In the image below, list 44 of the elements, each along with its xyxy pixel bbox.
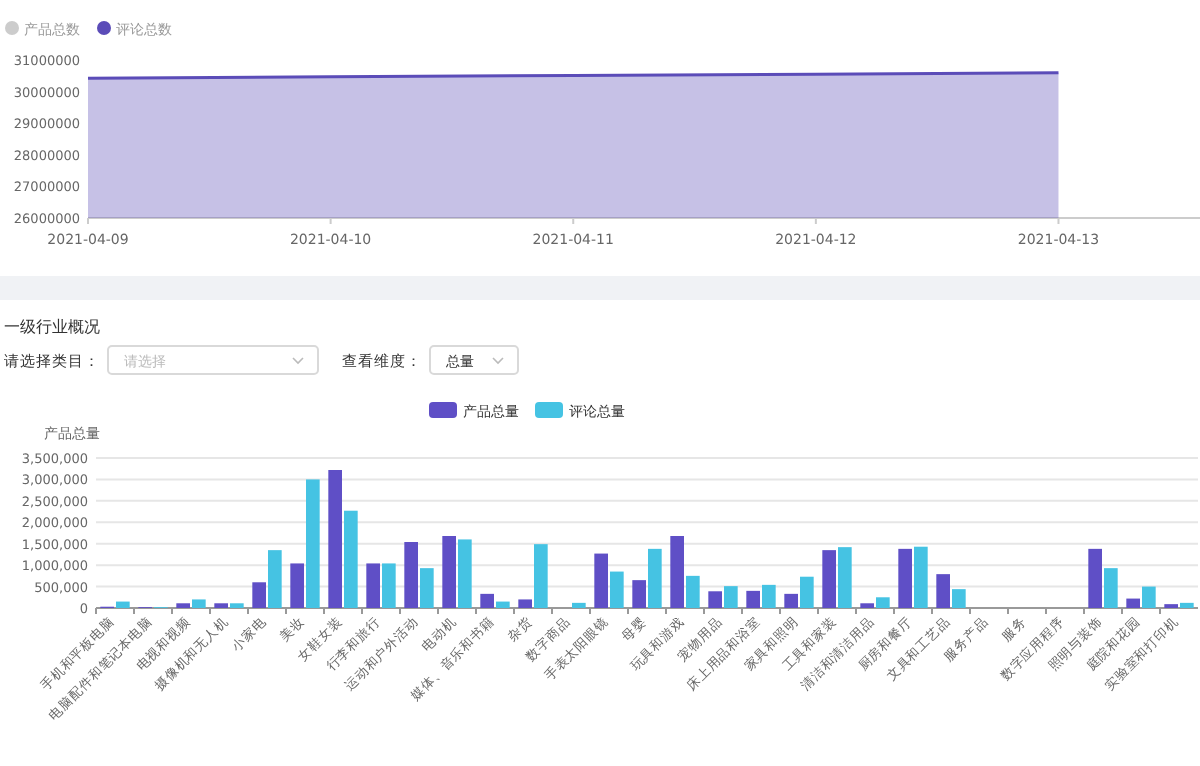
bar xyxy=(1142,586,1156,608)
bar xyxy=(632,580,646,608)
bar xyxy=(670,536,684,608)
bar xyxy=(480,593,494,608)
bar xyxy=(784,593,798,608)
bar xyxy=(648,548,662,608)
chart-title: 一级行业概况 xyxy=(4,318,100,336)
bar xyxy=(518,599,532,608)
bar xyxy=(442,536,456,608)
bar xyxy=(724,586,738,608)
bar xyxy=(572,602,586,608)
bar xyxy=(838,547,852,608)
bar xyxy=(762,584,776,608)
bar xyxy=(306,479,320,608)
bar xyxy=(1088,548,1102,608)
bar xyxy=(1126,598,1140,608)
bar xyxy=(800,576,814,608)
bar xyxy=(458,539,472,608)
bar xyxy=(610,571,624,608)
bar xyxy=(686,575,700,608)
bar xyxy=(404,542,418,608)
bar xyxy=(192,599,206,608)
bar xyxy=(936,574,950,608)
bar xyxy=(594,553,608,608)
bar xyxy=(952,589,966,608)
bar xyxy=(344,510,358,608)
bar xyxy=(876,597,890,608)
bar xyxy=(252,582,266,608)
bar xyxy=(708,591,722,608)
bar xyxy=(328,470,342,608)
bar xyxy=(268,550,282,608)
bar xyxy=(496,601,510,608)
bar xyxy=(1180,602,1194,608)
bar xyxy=(534,544,548,608)
bar xyxy=(116,601,130,608)
bar xyxy=(914,546,928,608)
bar xyxy=(1104,568,1118,608)
bar xyxy=(290,563,304,608)
bar xyxy=(898,548,912,608)
bar xyxy=(382,563,396,608)
bar xyxy=(420,568,434,608)
bar xyxy=(822,550,836,608)
bar xyxy=(746,590,760,608)
bar xyxy=(366,563,380,608)
